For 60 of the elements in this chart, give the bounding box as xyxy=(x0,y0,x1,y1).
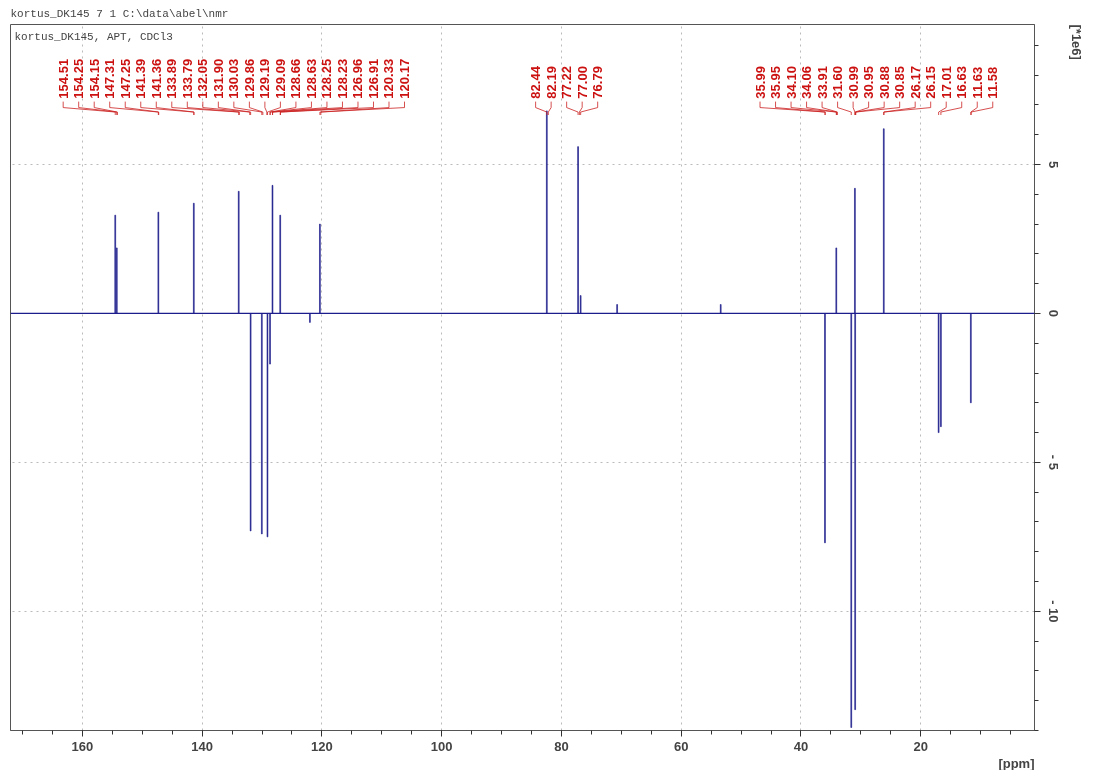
annotation: 147.31 xyxy=(102,58,118,99)
chart-title: kortus_DK145 7 1 C:\data\abel\nmr xyxy=(10,7,229,20)
annotation: 131.90 xyxy=(210,58,226,99)
y-tick-label: - 5 xyxy=(1045,454,1061,470)
annotation: 26.15 xyxy=(923,66,939,99)
annotation: 154.51 xyxy=(55,58,71,99)
annotation: 129.86 xyxy=(241,58,257,99)
annotation: 154.25 xyxy=(71,58,87,99)
annotation: 126.91 xyxy=(365,58,381,99)
annotation: 120.33 xyxy=(381,58,397,99)
annotation: 154.15 xyxy=(86,58,102,99)
annotation: 82.44 xyxy=(528,65,544,99)
annotation: 133.79 xyxy=(179,58,195,99)
annotation: 132.05 xyxy=(195,58,211,99)
annotation: 30.85 xyxy=(892,66,908,99)
x-tick-label: 100 xyxy=(430,738,453,754)
annotation: 33.91 xyxy=(814,66,830,99)
y-tick-label: 5 xyxy=(1045,160,1061,169)
annotation: 128.66 xyxy=(288,58,304,99)
annotation: 35.99 xyxy=(752,66,768,99)
annotation: 30.88 xyxy=(876,66,892,99)
annotation: 35.95 xyxy=(768,66,784,99)
y-tick-label: - 10 xyxy=(1045,600,1061,623)
annotation: 129.09 xyxy=(272,58,288,99)
annotation: 76.79 xyxy=(590,66,606,99)
annotation: 26.17 xyxy=(907,66,923,99)
annotation: 30.99 xyxy=(845,66,861,99)
annotation: 141.39 xyxy=(133,58,149,99)
annotation: 31.60 xyxy=(830,66,846,99)
annotation: 34.06 xyxy=(799,66,815,99)
annotation: 147.25 xyxy=(117,58,133,99)
text: kortus_DK145, APT, CDCl3 xyxy=(14,30,173,43)
x-tick-label: 160 xyxy=(71,738,94,754)
x-axis-title: [ppm] xyxy=(998,755,1035,771)
annotation: 133.89 xyxy=(164,58,180,99)
annotation: 17.01 xyxy=(938,66,954,99)
y-axis-title: [*1e6] xyxy=(1068,24,1084,60)
annotation: 128.63 xyxy=(303,58,319,99)
x-tick-label: 120 xyxy=(311,738,333,754)
annotation: 77.00 xyxy=(574,66,590,99)
annotation: 120.17 xyxy=(397,58,413,99)
x-tick-label: 60 xyxy=(673,738,689,754)
annotation: 126.96 xyxy=(350,58,366,99)
annotation: 82.19 xyxy=(543,66,559,99)
annotation: 141.36 xyxy=(148,58,164,99)
annotation: 30.95 xyxy=(861,66,877,99)
annotation: 11.63 xyxy=(969,66,985,99)
y-tick-label: 0 xyxy=(1045,309,1061,318)
x-tick-label: 40 xyxy=(793,738,809,754)
x-tick-label: 80 xyxy=(554,738,569,754)
x-tick-label: 140 xyxy=(191,738,213,754)
annotation: 128.23 xyxy=(334,58,350,99)
annotation: 128.25 xyxy=(319,58,335,99)
annotation: 16.63 xyxy=(954,66,970,99)
annotation: 34.10 xyxy=(783,66,799,99)
x-tick-label: 20 xyxy=(913,738,928,754)
annotation: 11.58 xyxy=(985,66,1001,99)
annotation: 129.19 xyxy=(257,58,273,99)
annotation: 77.22 xyxy=(559,66,575,99)
annotation: 130.03 xyxy=(226,58,242,99)
